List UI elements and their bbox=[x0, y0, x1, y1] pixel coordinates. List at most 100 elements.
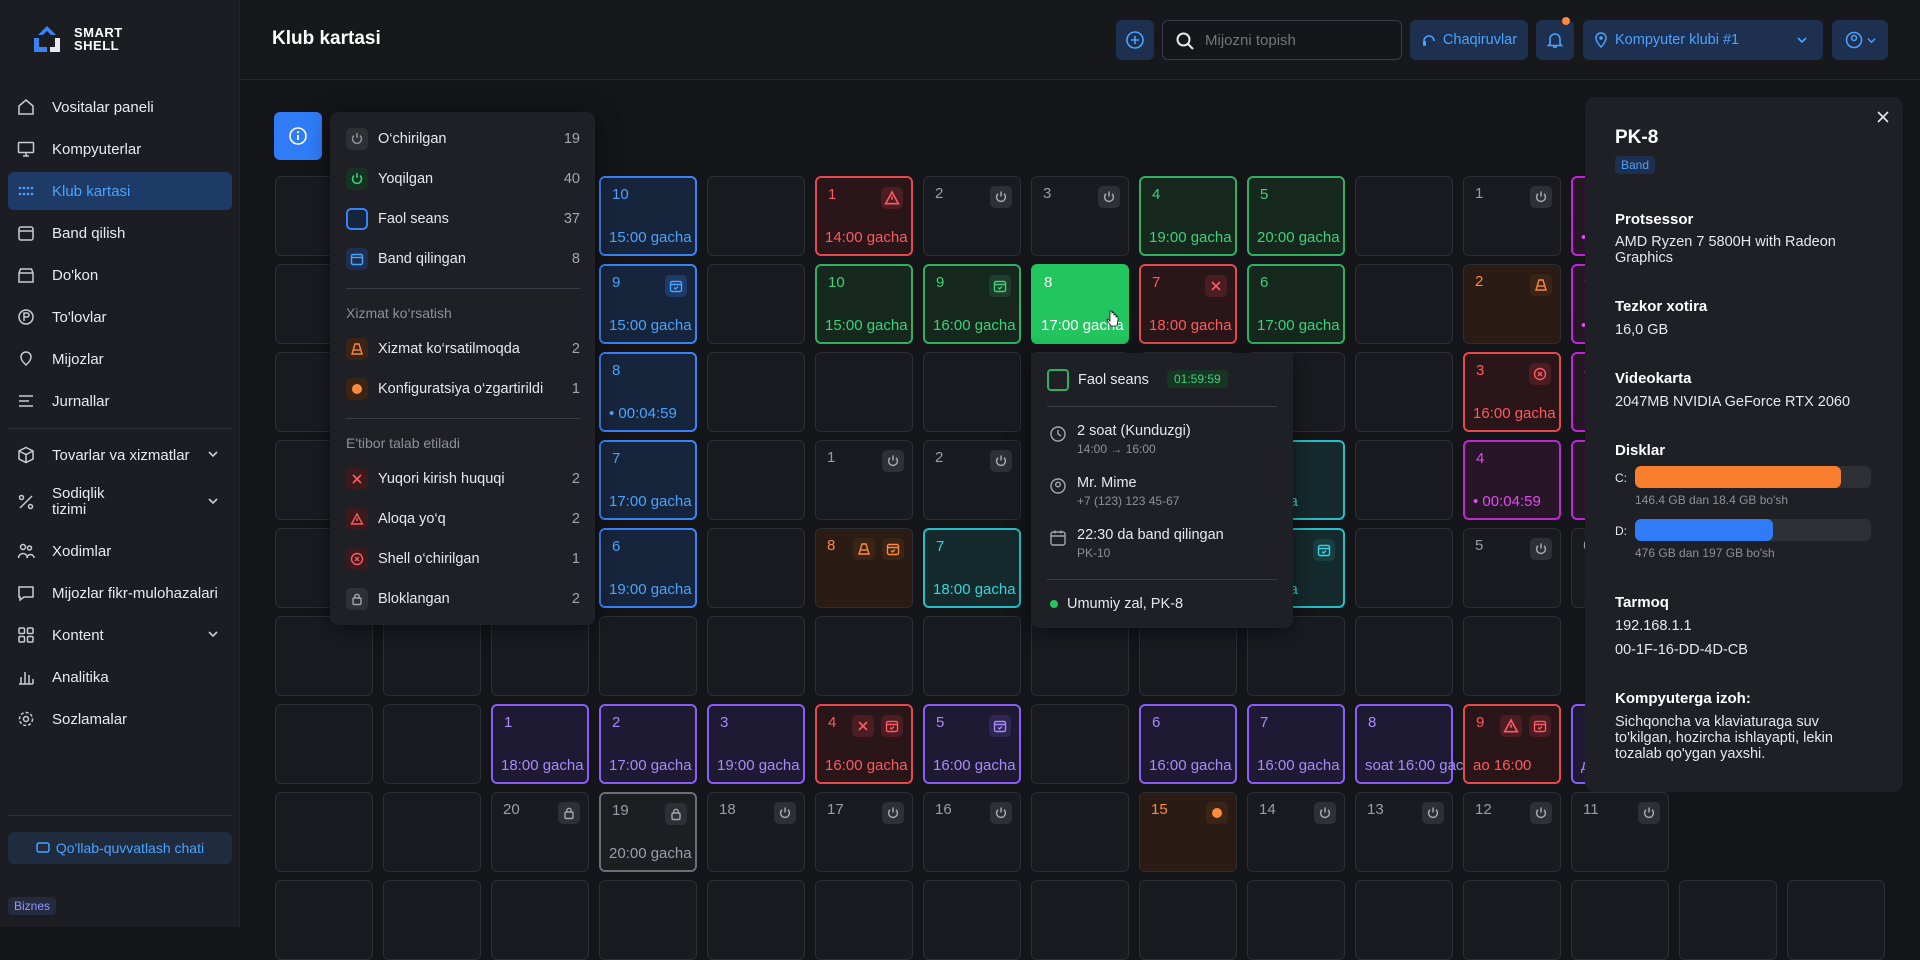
pc-tooltip: Faol seans 01:59:59 2 soat (Kunduzgi) 14… bbox=[1031, 353, 1293, 628]
club-selector[interactable]: Kompyuter klubi #1 bbox=[1583, 20, 1823, 60]
profile-menu-button[interactable] bbox=[1832, 20, 1888, 60]
support-chat-button[interactable]: Qo'llab-quvvatlash chati bbox=[8, 832, 232, 864]
note-heading: Kompyuterga izoh: bbox=[1615, 690, 1751, 707]
sidebar-item-chat[interactable]: Mijozlar fikr-mulohazalari bbox=[8, 574, 232, 612]
sidebar-item-staff[interactable]: Xodimlar bbox=[8, 532, 232, 570]
pc-tile[interactable]: 13 bbox=[1355, 792, 1453, 872]
pc-tile[interactable]: 9 15:00 gacha bbox=[599, 264, 697, 344]
pc-tile[interactable]: 7 18:00 gacha bbox=[1139, 264, 1237, 344]
legend-item-no-connection[interactable]: Aloqa yo‘q 2 bbox=[346, 504, 580, 534]
pc-tile[interactable]: 8 • 00:04:59 bbox=[599, 352, 697, 432]
pc-tile[interactable]: 1 18:00 gacha bbox=[491, 704, 589, 784]
pc-tile[interactable]: 4 16:00 gacha bbox=[815, 704, 913, 784]
pc-tile[interactable]: 19 20:00 gacha bbox=[599, 792, 697, 872]
sidebar-item-chart[interactable]: Analitika bbox=[8, 658, 232, 696]
legend-toggle-button[interactable] bbox=[274, 112, 322, 160]
pc-tile[interactable]: 20 bbox=[491, 792, 589, 872]
pc-session-text: 14:00 gacha bbox=[825, 229, 908, 246]
pc-tile[interactable]: 7 17:00 gacha bbox=[599, 440, 697, 520]
pc-tile[interactable]: 10 15:00 gacha bbox=[815, 264, 913, 344]
pc-tile[interactable]: 15 bbox=[1139, 792, 1237, 872]
pc-tile[interactable]: 5 bbox=[1463, 528, 1561, 608]
pc-tile[interactable]: 9 16:00 gacha bbox=[923, 264, 1021, 344]
pc-tile[interactable]: 8 soat 16:00 gacha bbox=[1355, 704, 1480, 784]
pc-session-text: 20:00 gacha bbox=[1257, 229, 1340, 246]
calendar-icon bbox=[346, 248, 368, 270]
pc-tile[interactable]: 6 16:00 gacha bbox=[1139, 704, 1237, 784]
calls-label: Chaqiruvlar bbox=[1442, 32, 1518, 48]
pc-tile[interactable]: 14 bbox=[1247, 792, 1345, 872]
pc-number: 7 bbox=[612, 450, 621, 467]
pc-tile[interactable]: 12 bbox=[1463, 792, 1561, 872]
empty-slot bbox=[491, 616, 589, 696]
pc-tile[interactable]: 3 19:00 gacha bbox=[707, 704, 805, 784]
legend-item-shell-off[interactable]: Shell o‘chirilgan 1 bbox=[346, 544, 580, 574]
legend-item-elevated-access[interactable]: Yuqori kirish huquqi 2 bbox=[346, 464, 580, 494]
warning-icon bbox=[881, 187, 903, 209]
sidebar-item-apps[interactable]: Kontent bbox=[8, 616, 232, 654]
pc-tile[interactable]: 8 bbox=[815, 528, 913, 608]
pc-tile[interactable]: 11 bbox=[1571, 792, 1669, 872]
sidebar-item-user[interactable]: Mijozlar bbox=[8, 340, 232, 378]
pc-tile[interactable]: 1 bbox=[815, 440, 913, 520]
legend-item-locked[interactable]: Bloklangan 2 bbox=[346, 584, 580, 614]
pc-tile[interactable]: 16 bbox=[923, 792, 1021, 872]
pc-tile[interactable]: 3 bbox=[1031, 176, 1129, 256]
pc-tile[interactable]: 1 14:00 gacha bbox=[815, 176, 913, 256]
pc-tile[interactable]: 5 16:00 gacha bbox=[923, 704, 1021, 784]
pc-tile[interactable]: 4 • 00:04:59 bbox=[1463, 440, 1561, 520]
search-field[interactable] bbox=[1162, 20, 1402, 60]
pc-tile[interactable]: 9 ao 16:00 bbox=[1463, 704, 1561, 784]
notifications-button[interactable] bbox=[1536, 17, 1574, 60]
chevron-down-icon bbox=[208, 631, 218, 638]
sidebar-item-home[interactable]: Vositalar paneli bbox=[8, 88, 232, 126]
pc-tile[interactable]: 1 bbox=[1463, 176, 1561, 256]
sidebar-item-label: Mijozlar bbox=[52, 350, 104, 368]
pc-session-text: 16:00 gacha bbox=[933, 317, 1016, 334]
pc-tile[interactable]: 4 19:00 gacha bbox=[1139, 176, 1237, 256]
active-session-swatch bbox=[1047, 369, 1069, 391]
pc-tile[interactable]: 2 bbox=[923, 440, 1021, 520]
tooltip-client[interactable]: Mr. Mime +7 (123) 123 45-67 bbox=[1049, 475, 1279, 508]
lock-icon bbox=[558, 802, 580, 824]
tooltip-status: Faol seans bbox=[1078, 372, 1149, 388]
sidebar-item-percent[interactable]: Sodiqlik tizimi bbox=[8, 483, 232, 521]
sidebar-item-calendar[interactable]: Band qilish bbox=[8, 214, 232, 252]
pc-tile[interactable]: 2 bbox=[1463, 264, 1561, 344]
pc-tile[interactable]: 7 18:00 gacha bbox=[923, 528, 1021, 608]
sidebar-item-label: To'lovlar bbox=[52, 308, 107, 326]
pc-session-text: • 00:04:59 bbox=[1473, 493, 1541, 510]
pc-tile[interactable]: 17 bbox=[815, 792, 913, 872]
legend-item-config-changed[interactable]: Konfiguratsiya o‘zgartirildi 1 bbox=[346, 374, 580, 404]
sidebar-item-grid[interactable]: Klub kartasi bbox=[8, 172, 232, 210]
sidebar-item-store[interactable]: Do'kon bbox=[8, 256, 232, 294]
calls-button[interactable]: Chaqiruvlar bbox=[1410, 20, 1528, 60]
pc-tile[interactable]: 7 16:00 gacha bbox=[1247, 704, 1345, 784]
sidebar-item-box[interactable]: Tovarlar va xizmatlar bbox=[8, 436, 232, 474]
pc-tile[interactable]: 18 bbox=[707, 792, 805, 872]
sidebar-item-payment[interactable]: To'lovlar bbox=[8, 298, 232, 336]
legend-item-servicing[interactable]: Xizmat ko‘rsatilmoqda 2 bbox=[346, 334, 580, 364]
legend-item-active[interactable]: Faol seans 37 bbox=[346, 204, 580, 234]
add-button[interactable] bbox=[1116, 20, 1154, 60]
logo[interactable]: SMART SHELL bbox=[30, 24, 123, 54]
close-icon[interactable] bbox=[1875, 109, 1891, 125]
pc-tile[interactable]: 5 20:00 gacha bbox=[1247, 176, 1345, 256]
sidebar-item-monitor[interactable]: Kompyuterlar bbox=[8, 130, 232, 168]
legend-item-on[interactable]: Yoqilgan 40 bbox=[346, 164, 580, 194]
club-name: Kompyuter klubi #1 bbox=[1615, 32, 1740, 48]
pc-tile[interactable]: 10 15:00 gacha bbox=[599, 176, 697, 256]
sidebar-item-gear[interactable]: Sozlamalar bbox=[8, 700, 232, 738]
pc-tile[interactable]: 6 19:00 gacha bbox=[599, 528, 697, 608]
pc-session-text: 16:00 gacha bbox=[933, 757, 1016, 774]
sidebar-item-list[interactable]: Jurnallar bbox=[8, 382, 232, 420]
disk-d-text: 476 GB dan 197 GB bo'sh bbox=[1635, 546, 1775, 560]
pc-tile[interactable]: 6 17:00 gacha bbox=[1247, 264, 1345, 344]
search-input[interactable] bbox=[1205, 31, 1385, 49]
pc-tile[interactable]: 8 17:00 gacha bbox=[1031, 264, 1129, 344]
pc-tile[interactable]: 2 17:00 gacha bbox=[599, 704, 697, 784]
legend-item-off[interactable]: O‘chirilgan 19 bbox=[346, 124, 580, 154]
legend-item-booked[interactable]: Band qilingan 8 bbox=[346, 244, 580, 274]
pc-tile[interactable]: 2 bbox=[923, 176, 1021, 256]
pc-tile[interactable]: 3 16:00 gacha bbox=[1463, 352, 1561, 432]
